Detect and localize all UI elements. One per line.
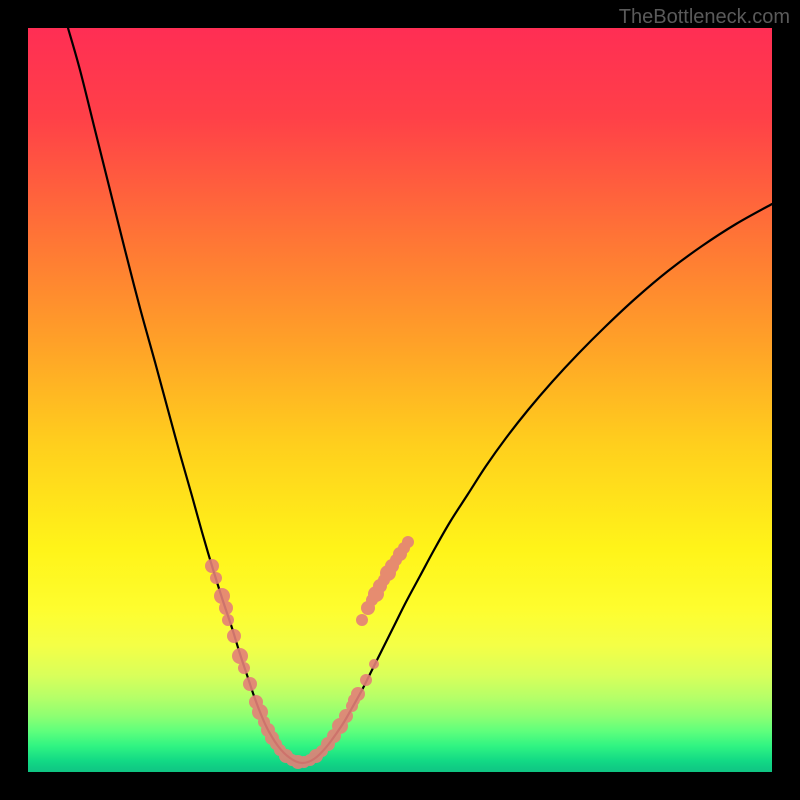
data-marker [222, 614, 234, 626]
data-marker [219, 601, 233, 615]
watermark-text: TheBottleneck.com [619, 6, 790, 29]
data-marker [210, 572, 222, 584]
data-marker [232, 648, 248, 664]
data-marker [351, 687, 365, 701]
chart-canvas [0, 0, 800, 800]
data-marker [205, 559, 219, 573]
data-marker [243, 677, 257, 691]
data-marker [369, 659, 379, 669]
data-marker [360, 674, 372, 686]
gradient-background [28, 28, 772, 772]
data-marker [402, 536, 414, 548]
chart-container: TheBottleneck.com [0, 0, 800, 800]
data-marker [238, 662, 250, 674]
data-marker [356, 614, 368, 626]
data-marker [227, 629, 241, 643]
